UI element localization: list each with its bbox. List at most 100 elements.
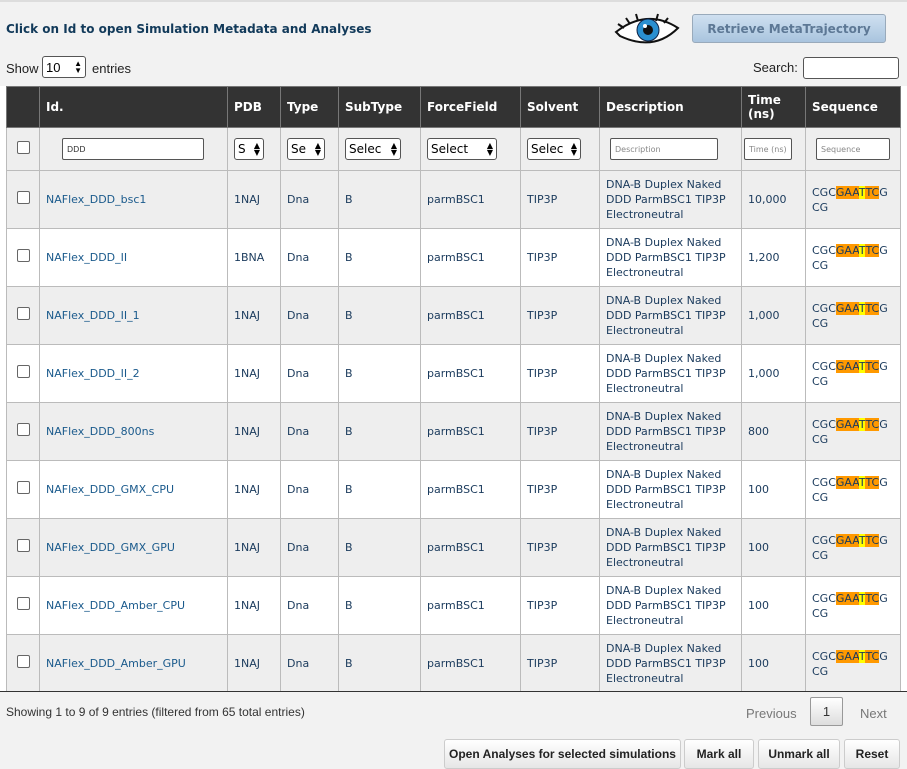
row-checkbox[interactable] <box>16 539 30 552</box>
entries-select[interactable]: 10 ▲ ▼ <box>42 56 86 78</box>
time-cell: 100 <box>741 634 806 693</box>
filter-cell <box>6 127 40 171</box>
checkbox-cell <box>6 402 40 461</box>
sequence-cell: CGCGAATTCGCG <box>805 402 901 461</box>
top-bar: Click on Id to open Simulation Metadata … <box>0 0 907 50</box>
sequence-segment: T <box>858 649 866 663</box>
pdb-cell: 1NAJ <box>227 170 281 229</box>
subtype-cell: B <box>338 460 421 519</box>
sequence-segment: CGC <box>812 243 836 257</box>
id-cell: NAFlex_DDD_GMX_GPU <box>39 518 228 577</box>
simulation-link[interactable]: NAFlex_DDD_Amber_GPU <box>46 657 186 670</box>
time-filter[interactable]: Time (ns) <box>744 138 792 160</box>
sequence-segment: A <box>852 301 859 315</box>
row-checkbox[interactable] <box>16 481 30 494</box>
entries-label: entries <box>92 61 132 76</box>
row-checkbox[interactable] <box>16 249 30 262</box>
sequence-segment: CGC <box>812 359 836 373</box>
id-filter[interactable]: DDD <box>62 138 204 160</box>
forcefield-cell: parmBSC1 <box>420 170 521 229</box>
footer: Showing 1 to 9 of 9 entries (filtered fr… <box>0 691 907 769</box>
row-checkbox[interactable] <box>16 191 30 204</box>
sequence-segment: GA <box>835 359 853 373</box>
checkbox-cell <box>6 634 40 693</box>
pdb-cell: 1NAJ <box>227 518 281 577</box>
sequence-segment: GA <box>835 649 853 663</box>
id-cell: NAFlex_DDD_II_1 <box>39 286 228 345</box>
mark-all-button[interactable]: Mark all <box>684 739 754 769</box>
checkbox-cell <box>6 460 40 519</box>
row-checkbox[interactable] <box>16 365 30 378</box>
sequence-segment: GA <box>835 591 853 605</box>
sequence-segment: T <box>858 533 866 547</box>
pdb-cell: 1NAJ <box>227 286 281 345</box>
solvent-cell: TIP3P <box>520 228 600 287</box>
description-cell: DNA-B Duplex Naked DDD ParmBSC1 TIP3P El… <box>599 460 742 519</box>
row-checkbox[interactable] <box>16 423 30 436</box>
select-all-checkbox[interactable] <box>16 140 30 154</box>
sequence-filter[interactable]: Sequence <box>816 138 890 160</box>
select-arrow: ▲ ▼ <box>390 141 397 157</box>
sequence-segment: A <box>852 475 859 489</box>
table-info: Showing 1 to 9 of 9 entries (filtered fr… <box>6 705 305 719</box>
simulation-link[interactable]: NAFlex_DDD_GMX_GPU <box>46 541 175 554</box>
subtype-cell: B <box>338 344 421 403</box>
forcefield-cell: parmBSC1 <box>420 460 521 519</box>
subtype-cell: B <box>338 170 421 229</box>
column-header: Id. <box>39 86 228 128</box>
checkbox-cell <box>6 286 40 345</box>
subtype-filter[interactable]: Selec ▲ ▼ <box>345 138 401 160</box>
sequence-segment: CGC <box>812 591 836 605</box>
pdb-filter[interactable]: S ▲ ▼ <box>234 138 264 160</box>
checkbox-cell <box>6 576 40 635</box>
sequence-segment: GCG <box>812 417 888 446</box>
retrieve-button[interactable]: Retrieve MetaTrajectory <box>692 14 886 43</box>
description-filter[interactable]: Description <box>610 138 718 160</box>
sequence-segment: T <box>858 185 866 199</box>
filter-cell: Selec ▲ ▼ <box>520 127 600 171</box>
select-arrow: ▲ ▼ <box>570 141 577 157</box>
header-cell <box>6 86 40 128</box>
simulation-link[interactable]: NAFlex_DDD_800ns <box>46 425 155 438</box>
filter-cell: Se ▲ ▼ <box>280 127 339 171</box>
description-cell: DNA-B Duplex Naked DDD ParmBSC1 TIP3P El… <box>599 634 742 693</box>
simulation-link[interactable]: NAFlex_DDD_II_2 <box>46 367 140 380</box>
description-cell: DNA-B Duplex Naked DDD ParmBSC1 TIP3P El… <box>599 402 742 461</box>
next-button[interactable]: Next <box>860 706 887 721</box>
time-cell: 100 <box>741 576 806 635</box>
search-input[interactable] <box>803 57 899 79</box>
page-button[interactable]: 1 <box>810 697 843 726</box>
simulation-link[interactable]: NAFlex_DDD_II <box>46 251 128 264</box>
filter-row: DDD S ▲ ▼ Se ▲ ▼ Selec ▲ ▼ Select ▲ ▼ Selec ▲ ▼ De… <box>6 127 901 171</box>
sequence-segment: TC <box>865 649 880 663</box>
sequence-cell: CGCGAATTCGCG <box>805 344 901 403</box>
row-checkbox[interactable] <box>16 597 30 610</box>
forcefield-filter[interactable]: Select ▲ ▼ <box>427 138 497 160</box>
open-analyses-button[interactable]: Open Analyses for selected simulations <box>444 739 681 769</box>
checkbox-cell <box>6 344 40 403</box>
controls: Show 10 ▲ ▼ entries Search: <box>0 50 907 86</box>
forcefield-cell: parmBSC1 <box>420 518 521 577</box>
simulation-link[interactable]: NAFlex_DDD_GMX_CPU <box>46 483 175 496</box>
simulation-link[interactable]: NAFlex_DDD_II_1 <box>46 309 140 322</box>
time-cell: 100 <box>741 518 806 577</box>
forcefield-cell: parmBSC1 <box>420 576 521 635</box>
previous-button[interactable]: Previous <box>746 706 797 721</box>
sequence-segment: CGC <box>812 417 836 431</box>
type-cell: Dna <box>280 634 339 693</box>
simulation-link[interactable]: NAFlex_DDD_bsc1 <box>46 193 147 206</box>
id-cell: NAFlex_DDD_II_2 <box>39 344 228 403</box>
pdb-cell: 1NAJ <box>227 634 281 693</box>
reset-button[interactable]: Reset <box>844 739 900 769</box>
sequence-segment: GCG <box>812 591 888 620</box>
simulation-link[interactable]: NAFlex_DDD_Amber_CPU <box>46 599 186 612</box>
unmark-all-button[interactable]: Unmark all <box>758 739 840 769</box>
pdb-cell: 1NAJ <box>227 344 281 403</box>
solvent-filter[interactable]: Selec ▲ ▼ <box>527 138 581 160</box>
row-checkbox[interactable] <box>16 307 30 320</box>
row-checkbox[interactable] <box>16 655 30 668</box>
type-cell: Dna <box>280 402 339 461</box>
type-filter[interactable]: Se ▲ ▼ <box>287 138 325 160</box>
